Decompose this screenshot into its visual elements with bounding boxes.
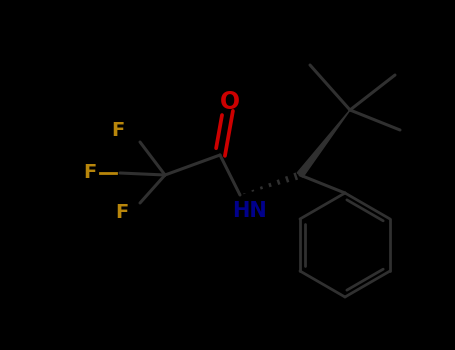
Text: F: F <box>83 163 96 182</box>
Text: F: F <box>116 203 129 223</box>
Text: HN: HN <box>233 201 268 221</box>
Text: O: O <box>220 90 240 114</box>
Text: F: F <box>111 120 125 140</box>
Polygon shape <box>297 110 350 177</box>
